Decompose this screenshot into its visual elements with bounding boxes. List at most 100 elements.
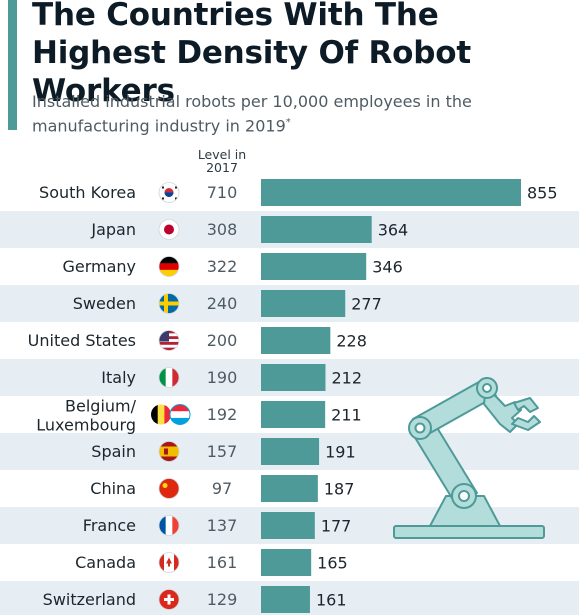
flag-part bbox=[164, 598, 174, 601]
japan-flag bbox=[158, 219, 180, 240]
robot-joint-icon bbox=[458, 490, 470, 502]
flag-part bbox=[165, 367, 173, 388]
bar bbox=[261, 253, 367, 280]
category-label: Switzerland bbox=[43, 590, 136, 609]
bar-value-label: 855 bbox=[527, 184, 558, 203]
canada-flag bbox=[158, 552, 180, 573]
bar bbox=[261, 401, 326, 428]
level-2017-value: 190 bbox=[207, 368, 238, 387]
flag-part bbox=[162, 186, 164, 189]
category-label: France bbox=[83, 516, 136, 535]
level-2017-value: 137 bbox=[207, 516, 238, 535]
bar bbox=[261, 475, 318, 502]
flag-part bbox=[159, 341, 179, 346]
flag-part bbox=[159, 269, 179, 277]
flag-outline bbox=[158, 515, 180, 536]
flag-body bbox=[159, 478, 179, 499]
level-2017-value: 322 bbox=[207, 257, 238, 276]
flag-part bbox=[157, 404, 165, 425]
flag-body bbox=[159, 182, 179, 203]
flag-outline bbox=[158, 330, 180, 351]
flag-body bbox=[159, 589, 179, 610]
flag-part bbox=[164, 448, 168, 455]
chart-subtitle: Installed industrial robots per 10,000 e… bbox=[32, 91, 552, 136]
robot-joint-icon bbox=[414, 422, 426, 434]
bar bbox=[261, 438, 320, 465]
flag-part bbox=[170, 417, 190, 425]
flag-part bbox=[164, 404, 171, 425]
level-2017-value: 161 bbox=[207, 553, 238, 572]
robot-base-plate bbox=[393, 525, 545, 539]
spain-flag bbox=[158, 441, 180, 462]
flag-part bbox=[164, 224, 174, 235]
subtitle-text: Installed industrial robots per 10,000 e… bbox=[32, 92, 472, 136]
flag-outline bbox=[158, 219, 180, 240]
flag-part bbox=[165, 515, 173, 536]
category-label: Belgium/ bbox=[65, 397, 137, 416]
level-2017-value: 308 bbox=[207, 220, 238, 239]
flag-body bbox=[159, 293, 179, 314]
flag-part bbox=[162, 197, 164, 200]
bar bbox=[261, 179, 521, 206]
bar-value-label: 228 bbox=[336, 332, 367, 351]
category-label: Japan bbox=[90, 220, 136, 239]
level-2017-header-line2: 2017 bbox=[206, 159, 238, 175]
flag-part bbox=[170, 404, 190, 412]
level-2017-header-line1: Level in bbox=[197, 147, 247, 162]
flag-outline bbox=[158, 367, 180, 388]
level-2017-value: 200 bbox=[207, 331, 238, 350]
robot-gripper-top bbox=[513, 397, 539, 413]
flag-part bbox=[174, 552, 179, 573]
france-flag bbox=[158, 515, 180, 536]
bar-value-label: 211 bbox=[331, 406, 362, 425]
south-korea-flag bbox=[158, 182, 180, 203]
category-label: Italy bbox=[101, 368, 136, 387]
flag-part bbox=[164, 293, 168, 314]
accent-bar bbox=[8, 0, 17, 130]
flag-body bbox=[159, 441, 179, 462]
robot-joint-icon bbox=[482, 383, 492, 393]
robot-base bbox=[429, 495, 501, 527]
category-label: Spain bbox=[91, 442, 136, 461]
flag-part bbox=[175, 197, 177, 200]
luxembourg-flag bbox=[170, 404, 190, 425]
bar-value-label: 161 bbox=[316, 591, 347, 610]
category-label: Luxembourg bbox=[36, 416, 136, 435]
chart-title: The Countries With The Highest Density O… bbox=[32, 0, 471, 109]
germany-flag bbox=[158, 256, 180, 277]
category-label: China bbox=[90, 479, 136, 498]
flag-part bbox=[159, 263, 179, 271]
bar-value-label: 277 bbox=[351, 295, 382, 314]
flag-body bbox=[159, 256, 179, 277]
category-label: Sweden bbox=[73, 294, 136, 313]
flag-body bbox=[159, 515, 179, 536]
level-2017-value: 157 bbox=[207, 442, 238, 461]
switzerland-flag bbox=[158, 589, 180, 610]
flag-body bbox=[159, 367, 179, 388]
china-flag bbox=[158, 478, 180, 499]
flag-part bbox=[162, 483, 168, 488]
flag-part bbox=[166, 557, 172, 567]
robot-arm-illustration bbox=[393, 377, 545, 539]
bar bbox=[261, 512, 315, 539]
level-2017-value: 710 bbox=[207, 183, 238, 202]
level-2017-value: 192 bbox=[207, 405, 238, 424]
flag-part bbox=[159, 515, 167, 536]
bar-value-label: 165 bbox=[317, 554, 348, 573]
flag-part bbox=[164, 192, 174, 197]
flag-outline bbox=[158, 552, 180, 573]
flag-outline bbox=[158, 589, 180, 610]
robot-gripper-bottom bbox=[511, 415, 541, 431]
bar-value-label: 177 bbox=[321, 517, 352, 536]
flag-part bbox=[172, 367, 179, 388]
subtitle-footnote-mark: * bbox=[285, 117, 291, 128]
flag-body bbox=[159, 219, 179, 240]
flag-body bbox=[159, 330, 179, 351]
sweden-flag bbox=[158, 293, 180, 314]
category-label: United States bbox=[28, 331, 136, 350]
flag-outline bbox=[158, 256, 180, 277]
bar-value-label: 191 bbox=[325, 443, 356, 462]
bar bbox=[261, 586, 310, 613]
flag-part bbox=[151, 404, 158, 425]
